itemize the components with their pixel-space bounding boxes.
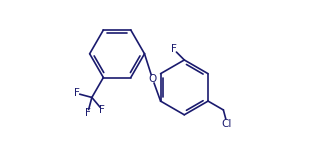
Text: F: F	[74, 88, 80, 98]
Text: O: O	[149, 74, 157, 84]
Text: F: F	[85, 108, 91, 118]
Text: F: F	[171, 44, 177, 54]
Text: F: F	[99, 105, 105, 115]
Text: Cl: Cl	[222, 119, 232, 129]
